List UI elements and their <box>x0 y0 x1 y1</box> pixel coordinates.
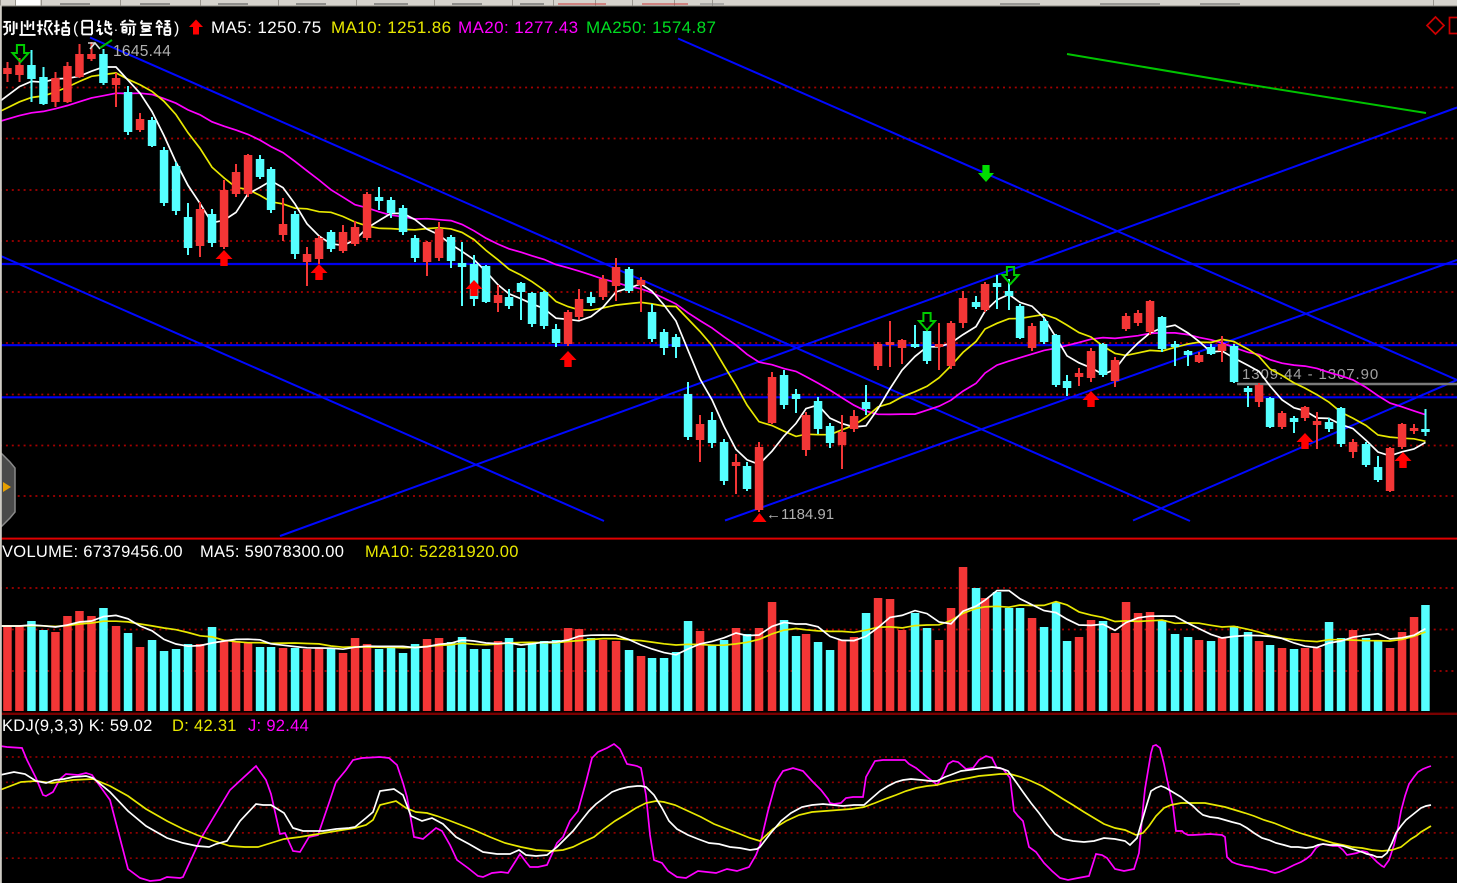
svg-text:MA5: 59078300.00: MA5: 59078300.00 <box>200 543 344 561</box>
svg-text:KDJ(9,3,3) K: 59.02: KDJ(9,3,3) K: 59.02 <box>2 717 153 735</box>
svg-text:(: ( <box>73 20 79 37</box>
svg-text:1645.44: 1645.44 <box>113 43 171 60</box>
svg-text:J: 92.44: J: 92.44 <box>248 717 309 735</box>
svg-text:D: 42.31: D: 42.31 <box>172 717 237 735</box>
svg-text:1309.44 - 1307.90: 1309.44 - 1307.90 <box>1242 366 1379 383</box>
svg-text:MA5: 1250.75: MA5: 1250.75 <box>211 18 322 37</box>
svg-text:MA10: 52281920.00: MA10: 52281920.00 <box>365 543 519 561</box>
svg-text:): ) <box>174 20 179 37</box>
svg-text:VOLUME: 67379456.00: VOLUME: 67379456.00 <box>2 543 183 561</box>
svg-text:MA250: 1574.87: MA250: 1574.87 <box>586 18 716 37</box>
svg-text:MA10: 1251.86: MA10: 1251.86 <box>331 18 452 37</box>
svg-text:←1184.91: ←1184.91 <box>766 506 834 523</box>
svg-text:MA20: 1277.43: MA20: 1277.43 <box>458 18 579 37</box>
svg-text:.: . <box>114 18 118 34</box>
